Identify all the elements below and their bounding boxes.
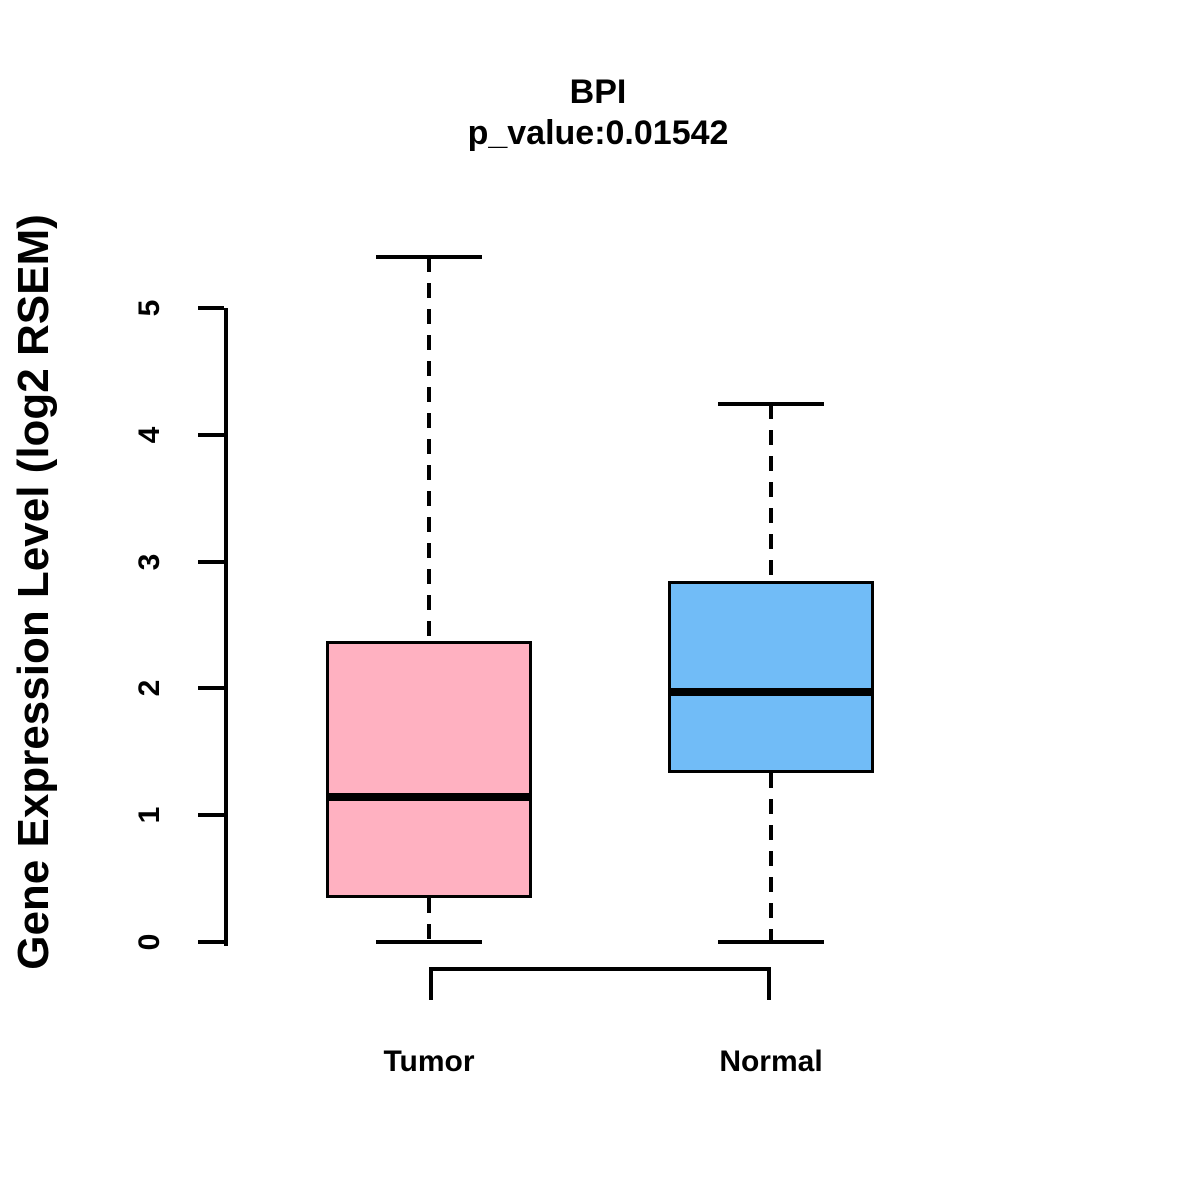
median-normal [668, 688, 874, 697]
y-tick-label: 2 [133, 680, 166, 697]
x-category-label-tumor: Tumor [383, 1045, 475, 1078]
y-tick-label: 1 [133, 806, 166, 824]
y-tick-mark [198, 940, 224, 944]
upper-whisker-cap-tumor [376, 255, 482, 260]
upper-whisker-cap-normal [718, 402, 824, 407]
y-tick-mark [198, 432, 224, 437]
median-tumor [326, 793, 532, 802]
y-tick-label: 3 [133, 553, 166, 570]
y-tick-label: 0 [133, 933, 166, 951]
box-normal [668, 580, 874, 774]
chart-subtitle-pvalue: p_value:0.01542 [467, 113, 729, 152]
y-tick-mark [198, 686, 224, 691]
x-category-label-normal: Normal [719, 1045, 823, 1078]
y-tick-label: 4 [133, 426, 166, 444]
chart-title: BPI [569, 73, 627, 111]
comparison-bracket-end-1 [767, 967, 771, 1000]
y-tick-mark [198, 559, 224, 564]
y-tick-mark [198, 813, 224, 818]
upper-whisker-normal [769, 404, 773, 581]
y-tick-label: 5 [133, 299, 166, 317]
upper-whisker-tumor [427, 257, 431, 642]
y-axis-line [224, 308, 228, 946]
lower-whisker-cap-normal [718, 940, 824, 944]
lower-whisker-tumor [427, 897, 431, 942]
title-block: BPI p_value:0.01542 [228, 72, 968, 154]
y-tick-mark [198, 306, 224, 310]
lower-whisker-cap-tumor [376, 940, 482, 944]
box-tumor [326, 641, 532, 898]
comparison-bracket-end-0 [429, 967, 433, 1000]
y-axis-label: Gene Expression Level (log2 RSEM) [9, 214, 58, 970]
comparison-bracket-line [429, 967, 771, 971]
lower-whisker-normal [769, 773, 773, 942]
